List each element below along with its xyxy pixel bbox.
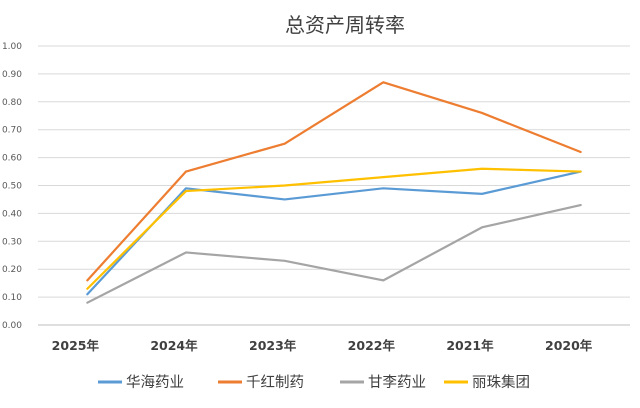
legend: 华海药业 千红制药 甘李药业 丽珠集团 (98, 374, 530, 391)
series-line-3 (86, 203, 582, 304)
series-line-2 (86, 81, 582, 282)
y-tick-label: 0.50 (2, 182, 22, 192)
legend-label: 丽珠集团 (472, 374, 530, 391)
x-axis-ticks: 2025年 2024年 2023年 2022年 2021年 2020年 (52, 338, 593, 353)
y-tick-label: 0.10 (2, 293, 22, 303)
grid (38, 45, 630, 326)
y-tick-label: 0.70 (2, 126, 22, 136)
chart-title: 总资产周转率 (285, 13, 405, 37)
x-tick-label: 2024年 (150, 338, 198, 353)
y-tick-label: 0.80 (2, 98, 22, 108)
x-tick-label: 2020年 (545, 338, 593, 353)
y-tick-label: 0.30 (2, 237, 22, 247)
series-line-1 (86, 170, 582, 296)
y-tick-label: 0.00 (2, 321, 22, 331)
x-tick-label: 2022年 (348, 338, 396, 353)
series-line-4 (86, 167, 582, 290)
series-lines (86, 81, 582, 304)
y-tick-label: 0.20 (2, 265, 22, 275)
y-tick-label: 0.90 (2, 70, 22, 80)
legend-label: 甘李药业 (368, 374, 426, 391)
y-axis-ticks: 0.00 0.10 0.20 0.30 0.40 0.50 0.60 0.70 0.80 0.90… (2, 42, 22, 331)
legend-label: 千红制药 (246, 374, 304, 391)
legend-label: 华海药业 (126, 374, 184, 391)
y-tick-label: 1.00 (2, 42, 22, 52)
y-tick-label: 0.40 (2, 209, 22, 219)
y-tick-label: 0.60 (2, 154, 22, 164)
x-tick-label: 2025年 (52, 338, 100, 353)
x-tick-label: 2023年 (249, 338, 297, 353)
x-tick-label: 2021年 (446, 338, 494, 353)
